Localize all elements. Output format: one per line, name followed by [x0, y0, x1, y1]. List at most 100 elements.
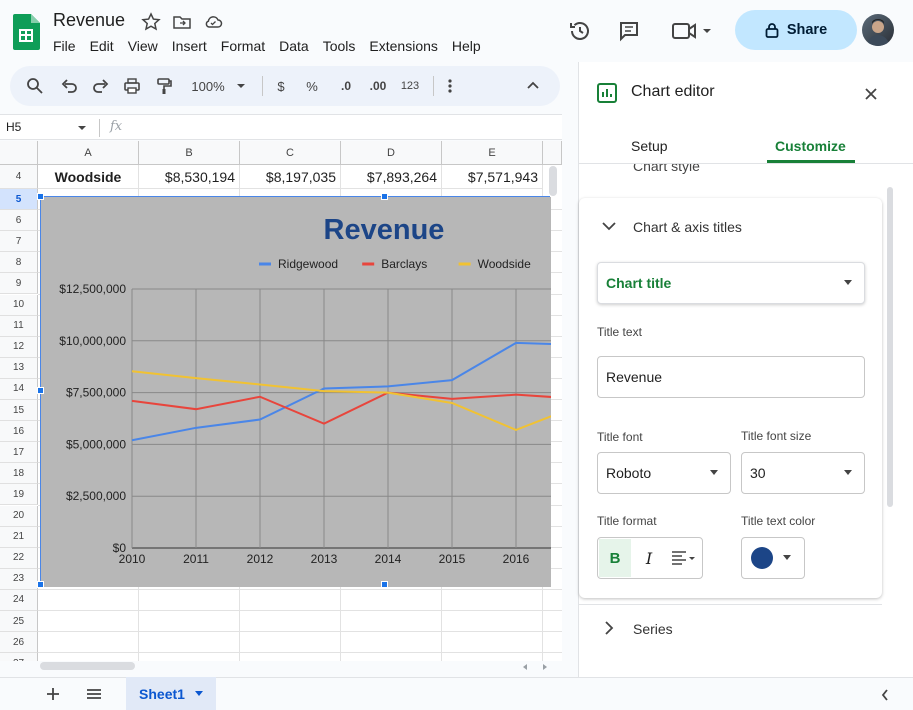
column-header-f[interactable]	[543, 141, 562, 165]
menu-data[interactable]: Data	[279, 38, 309, 54]
more-options-icon[interactable]	[446, 76, 454, 96]
bold-button[interactable]: B	[599, 539, 631, 577]
increase-decimal-button[interactable]: .00	[369, 79, 387, 93]
cell-e4[interactable]: $7,571,943	[442, 165, 543, 189]
resize-handle[interactable]	[381, 193, 388, 200]
row-header-24[interactable]: 24	[0, 589, 38, 611]
cell-a4[interactable]: Woodside	[38, 165, 139, 189]
row-header-19[interactable]: 19	[0, 484, 38, 506]
row-header-4[interactable]: 4	[0, 165, 38, 189]
close-icon[interactable]	[865, 88, 877, 100]
column-header-d[interactable]: D	[341, 141, 442, 165]
title-color-picker[interactable]	[741, 537, 805, 579]
comments-icon[interactable]	[617, 19, 641, 43]
avatar[interactable]	[862, 14, 894, 46]
all-sheets-icon[interactable]	[86, 688, 102, 700]
more-formats-button[interactable]: 123	[400, 80, 420, 92]
row-header-5[interactable]: 5	[0, 189, 38, 211]
redo-icon[interactable]	[92, 76, 110, 96]
menu-view[interactable]: View	[127, 38, 158, 54]
percent-format-button[interactable]: %	[306, 78, 318, 94]
row-header-23[interactable]: 23	[0, 568, 38, 590]
column-header-e[interactable]: E	[442, 141, 543, 165]
title-text-input[interactable]: Revenue	[597, 356, 865, 398]
menu-tools[interactable]: Tools	[322, 38, 356, 54]
add-sheet-icon[interactable]	[46, 687, 60, 701]
row-header-15[interactable]: 15	[0, 400, 38, 422]
cloud-status-icon[interactable]	[203, 12, 223, 32]
menu-edit[interactable]: Edit	[89, 38, 114, 54]
column-header-a[interactable]: A	[38, 141, 139, 165]
row-header-10[interactable]: 10	[0, 294, 38, 316]
meet-icon[interactable]	[671, 20, 713, 42]
chart[interactable]: Revenue Ridgewood Barclays Woodside $0 $2,5…	[37, 193, 581, 588]
row-header-27[interactable]: 27	[0, 653, 38, 661]
resize-handle[interactable]	[37, 581, 44, 588]
row-header-8[interactable]: 8	[0, 252, 38, 274]
vertical-scrollbar[interactable]	[549, 166, 557, 196]
column-header-b[interactable]: B	[139, 141, 240, 165]
row-header-7[interactable]: 7	[0, 231, 38, 253]
menu-format[interactable]: Format	[220, 38, 266, 54]
decrease-decimal-button[interactable]: .0	[340, 79, 351, 93]
menu-insert[interactable]: Insert	[171, 38, 207, 54]
paint-format-icon[interactable]	[155, 76, 173, 96]
history-icon[interactable]	[568, 19, 592, 43]
row-header-16[interactable]: 16	[0, 421, 38, 443]
italic-button[interactable]: I	[645, 548, 653, 568]
row-header-26[interactable]: 26	[0, 632, 38, 654]
resize-handle[interactable]	[381, 581, 388, 588]
chevron-down-icon[interactable]	[601, 220, 617, 232]
resize-handle[interactable]	[37, 193, 44, 200]
chart-title[interactable]: Revenue	[324, 214, 445, 246]
cell-d4[interactable]: $7,893,264	[341, 165, 442, 189]
resize-handle[interactable]	[37, 387, 44, 394]
explore-collapse-icon[interactable]	[880, 688, 890, 702]
name-box-dropdown-icon[interactable]	[77, 124, 87, 132]
row-header-13[interactable]: 13	[0, 357, 38, 379]
row-header-22[interactable]: 22	[0, 547, 38, 569]
section-title[interactable]: Chart & axis titles	[633, 219, 742, 235]
document-title[interactable]: Revenue	[53, 10, 126, 30]
share-button[interactable]: Share	[735, 10, 857, 50]
row-header-25[interactable]: 25	[0, 611, 38, 633]
editor-scrollbar[interactable]	[887, 187, 893, 507]
column-header-c[interactable]: C	[240, 141, 341, 165]
star-icon[interactable]	[141, 12, 161, 32]
sheet-tab-dropdown-icon[interactable]	[194, 690, 203, 697]
row-header-21[interactable]: 21	[0, 526, 38, 548]
menu-help[interactable]: Help	[451, 38, 481, 54]
series-section[interactable]: Series	[633, 621, 673, 637]
title-font-select[interactable]: Roboto	[597, 452, 731, 494]
row-header-20[interactable]: 20	[0, 505, 38, 527]
tab-setup[interactable]: Setup	[631, 138, 668, 154]
row-header-9[interactable]: 9	[0, 273, 38, 295]
row-header-14[interactable]: 14	[0, 378, 38, 400]
chart-style-section[interactable]: Chart style	[579, 164, 884, 174]
move-folder-icon[interactable]	[172, 12, 192, 32]
undo-icon[interactable]	[60, 76, 78, 96]
title-font-size-select[interactable]: 30	[741, 452, 865, 494]
cell-b4[interactable]: $8,530,194	[139, 165, 240, 189]
row-header-12[interactable]: 12	[0, 336, 38, 358]
sheets-logo-icon[interactable]	[12, 14, 40, 50]
currency-format-button[interactable]: $	[277, 78, 285, 94]
tab-customize[interactable]: Customize	[775, 138, 846, 154]
align-icon[interactable]	[671, 550, 697, 566]
scroll-arrows-icon[interactable]	[520, 662, 550, 672]
row-header-17[interactable]: 17	[0, 442, 38, 464]
print-icon[interactable]	[123, 76, 141, 96]
sheet-tab-sheet1[interactable]: Sheet1	[126, 677, 216, 710]
zoom-dropdown-icon[interactable]	[236, 76, 246, 96]
collapse-menus-icon[interactable]	[526, 76, 540, 96]
menu-file[interactable]: File	[53, 38, 76, 54]
name-box[interactable]: H5	[6, 120, 22, 134]
row-header-18[interactable]: 18	[0, 463, 38, 485]
horizontal-scrollbar[interactable]	[40, 662, 135, 670]
chevron-right-icon[interactable]	[603, 620, 615, 636]
cell-c4[interactable]: $8,197,035	[240, 165, 341, 189]
search-menus-icon[interactable]	[26, 76, 44, 96]
row-header-6[interactable]: 6	[0, 210, 38, 232]
title-type-select[interactable]: Chart title	[597, 262, 865, 304]
menu-extensions[interactable]: Extensions	[369, 38, 438, 54]
